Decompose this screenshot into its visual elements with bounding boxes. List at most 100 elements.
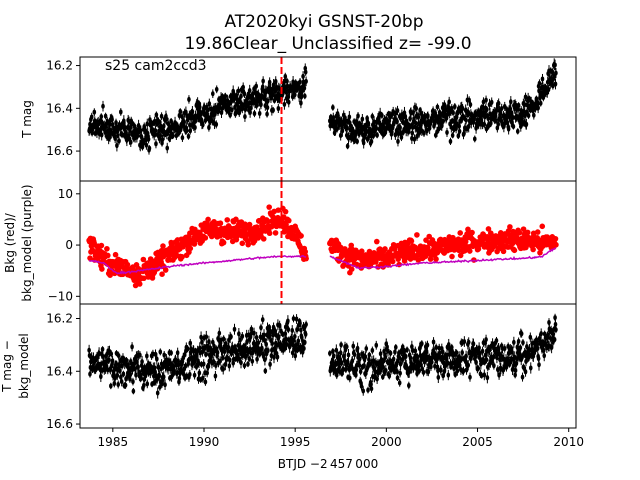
bottom-panel-point bbox=[344, 344, 349, 350]
top-panel-point bbox=[425, 128, 429, 134]
top-panel: 16.2 16.4 16.6 T mag s25 cam2ccd3 bbox=[20, 56, 577, 182]
top-panel-point bbox=[369, 138, 374, 145]
bottom-panel-point bbox=[155, 376, 160, 382]
figure-title-line2: 19.86Clear_ Unclassified z= -99.0 bbox=[184, 34, 471, 54]
top-panel-point bbox=[243, 113, 247, 120]
bottom-panel-point bbox=[400, 344, 405, 350]
bottom-panel-point bbox=[421, 369, 426, 375]
bottom-panel-point bbox=[436, 374, 441, 380]
top-panel-point bbox=[267, 79, 272, 85]
bottom-panel-point bbox=[354, 362, 359, 368]
top-panel-point bbox=[422, 130, 426, 136]
middle-panel-bkg-point bbox=[179, 253, 185, 260]
top-panel-point bbox=[374, 125, 379, 131]
bottom-panel-point bbox=[367, 356, 371, 363]
top-panel-point bbox=[115, 132, 120, 139]
middle-panel-bkg-point bbox=[217, 220, 224, 227]
middle-panel-bkg-point bbox=[99, 266, 105, 272]
top-panel-point bbox=[159, 113, 164, 119]
bottom-panel-point bbox=[271, 332, 275, 338]
middle-panel-bkg-point bbox=[140, 256, 147, 263]
middle-panel-bkg-point bbox=[298, 233, 304, 239]
bottom-panel-point bbox=[109, 383, 113, 389]
bottom-panel-point bbox=[294, 316, 299, 322]
bottom-panel-point bbox=[466, 339, 471, 345]
bottom-panel-point bbox=[361, 388, 366, 394]
top-panel-point bbox=[236, 88, 241, 94]
middle-panel-bkg-point bbox=[104, 245, 110, 252]
top-panel-point bbox=[270, 91, 275, 98]
middle-panel-bkg-point bbox=[205, 216, 211, 223]
top-panel-point bbox=[113, 135, 117, 142]
bottom-panel-point bbox=[286, 326, 291, 333]
top-panel-point bbox=[338, 132, 343, 139]
bottom-panel-point bbox=[439, 367, 443, 373]
bottom-panel-point bbox=[227, 357, 232, 363]
middle-panel-ytick-label: −10 bbox=[48, 289, 73, 303]
top-panel-point bbox=[261, 78, 265, 84]
bottom-panel-point bbox=[482, 372, 487, 378]
top-panel-point bbox=[223, 93, 228, 99]
top-panel-point bbox=[538, 100, 543, 106]
bottom-panel-point bbox=[201, 361, 206, 367]
bottom-panel-point bbox=[245, 339, 249, 345]
middle-panel-bkg-point bbox=[233, 216, 239, 223]
bottom-panel-point bbox=[367, 352, 372, 358]
middle-panel-bkg-point bbox=[260, 236, 267, 242]
bottom-panel-point bbox=[161, 374, 166, 380]
top-panel-point bbox=[489, 99, 494, 105]
top-panel-point bbox=[546, 86, 551, 93]
bottom-panel-point bbox=[461, 368, 466, 374]
bottom-panel-point bbox=[157, 373, 162, 379]
bottom-panel-point bbox=[221, 366, 226, 372]
bottom-panel-point bbox=[262, 332, 266, 338]
bottom-panel-point bbox=[398, 370, 402, 376]
middle-panel-bkg-point bbox=[162, 267, 169, 273]
middle-panel-bkg-point bbox=[275, 207, 282, 213]
middle-panel-bkg-point bbox=[98, 242, 105, 249]
middle-panel-bkg-point bbox=[141, 275, 147, 282]
bottom-panel-point bbox=[523, 369, 528, 375]
bottom-panel-point bbox=[513, 367, 518, 374]
bottom-panel-point bbox=[296, 338, 301, 344]
top-panel-ytick-label: 16.6 bbox=[46, 144, 73, 158]
bottom-panel-point bbox=[240, 333, 245, 339]
bottom-panel-point bbox=[290, 350, 295, 356]
bottom-panel-point bbox=[155, 356, 159, 362]
top-panel-point bbox=[247, 87, 252, 94]
top-panel-points bbox=[87, 58, 558, 155]
bottom-panel-point bbox=[302, 345, 306, 352]
bottom-panel-point bbox=[283, 345, 287, 352]
middle-panel-ylabel-line2: bkg_model (purple) bbox=[20, 184, 34, 301]
top-panel-point bbox=[103, 113, 108, 119]
bottom-panel-point bbox=[449, 364, 453, 370]
bottom-panel-point bbox=[328, 350, 332, 356]
bottom-panel-point bbox=[485, 375, 490, 381]
top-panel-point bbox=[355, 138, 359, 144]
middle-panel: −10 0 10 Bkg (red)/ bkg_model (purple) bbox=[3, 180, 577, 305]
top-panel-point bbox=[147, 145, 152, 151]
bottom-panel-point bbox=[370, 347, 375, 354]
bottom-panel-point bbox=[88, 371, 92, 377]
bottom-panel-point bbox=[446, 372, 451, 378]
top-panel-point bbox=[214, 121, 219, 127]
bottom-panel-point bbox=[471, 341, 476, 347]
bottom-panel-point bbox=[140, 359, 144, 365]
top-panel-point bbox=[186, 133, 191, 140]
bottom-panel-point bbox=[271, 324, 276, 330]
bottom-panel-point bbox=[415, 354, 420, 360]
bottom-panel-point bbox=[237, 331, 241, 337]
sector-annotation: s25 cam2ccd3 bbox=[105, 58, 207, 74]
bottom-panel-point bbox=[347, 375, 352, 381]
top-panel-point bbox=[228, 112, 232, 118]
bottom-panel-point bbox=[192, 372, 197, 378]
top-panel-point bbox=[340, 128, 345, 134]
bottom-panel-point bbox=[518, 345, 523, 351]
top-panel-point bbox=[451, 109, 455, 116]
top-panel-point bbox=[201, 122, 205, 128]
middle-panel-bkg-point bbox=[191, 241, 198, 247]
bottom-panel-point bbox=[380, 374, 385, 380]
top-panel-point bbox=[303, 93, 307, 99]
bottom-panel-point bbox=[211, 358, 216, 365]
top-panel-point bbox=[99, 132, 104, 138]
